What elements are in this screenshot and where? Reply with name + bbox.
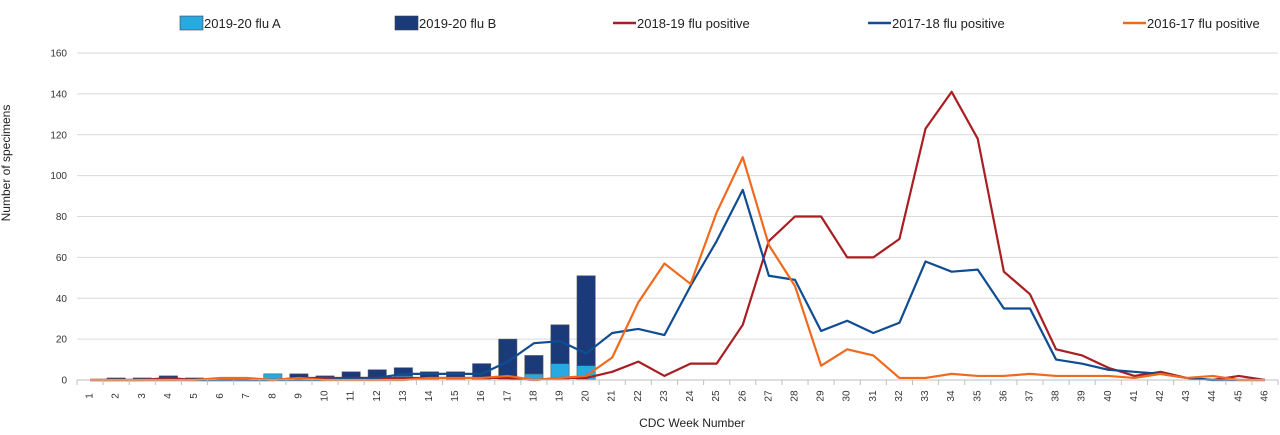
x-tick-label: 1 — [85, 393, 96, 399]
x-tick-label: 39 — [1077, 390, 1088, 402]
bar-flu-b — [393, 367, 413, 377]
x-tick-label: 10 — [320, 390, 331, 402]
y-tick-label: 80 — [56, 212, 68, 223]
x-axis-title: CDC Week Number — [639, 416, 745, 430]
x-tick-label: 33 — [920, 390, 931, 402]
x-tick-label: 29 — [816, 390, 827, 402]
x-tick-label: 18 — [528, 390, 539, 402]
x-tick-label: 32 — [894, 390, 905, 402]
x-tick-label: 37 — [1024, 390, 1035, 402]
gridlines — [77, 52, 1278, 340]
x-tick-label: 36 — [998, 390, 1009, 402]
y-tick-label: 60 — [56, 253, 68, 264]
bar-flu-b — [524, 355, 544, 375]
legend-label: 2019-20 flu B — [419, 16, 496, 31]
x-tick-label: 42 — [1155, 390, 1166, 402]
bar-flu-b — [550, 324, 570, 364]
x-tick-label: 17 — [502, 390, 513, 402]
legend-label: 2016-17 flu positive — [1147, 16, 1260, 31]
x-tick-label: 24 — [685, 390, 696, 402]
x-tick-label: 9 — [293, 393, 304, 399]
x-tick-label: 38 — [1051, 390, 1062, 402]
x-tick-label: 31 — [868, 390, 879, 402]
y-tick-label: 140 — [50, 89, 67, 100]
x-tick-label: 15 — [450, 390, 461, 402]
series-line-2 — [90, 156, 1265, 382]
x-tick-label: 8 — [267, 393, 278, 399]
x-tick-label: 40 — [1103, 390, 1114, 402]
y-tick-label: 0 — [61, 376, 67, 387]
x-tick-label: 46 — [1259, 390, 1270, 402]
x-tick-label: 5 — [189, 393, 200, 399]
x-tick-label: 25 — [711, 390, 722, 402]
legend-swatch — [179, 15, 204, 31]
x-tick-label: 12 — [372, 390, 383, 402]
x-tick-label: 20 — [581, 390, 592, 402]
x-tick-label: 3 — [137, 393, 148, 399]
x-tick-label: 27 — [763, 390, 774, 402]
legend: 2019-20 flu A 2019-20 flu B 2018-19 flu po… — [179, 15, 1260, 31]
x-tick-label: 19 — [555, 390, 566, 402]
legend-swatch — [394, 15, 419, 31]
x-tick-label: 22 — [633, 390, 644, 402]
x-tick-label: 30 — [842, 390, 853, 402]
x-tick-label: 26 — [737, 390, 748, 402]
y-tick-label: 160 — [50, 49, 67, 60]
legend-item: 2019-20 flu A — [179, 15, 281, 31]
x-tick-label: 23 — [659, 390, 670, 402]
legend-label: 2019-20 flu A — [204, 16, 281, 31]
y-tick-label: 40 — [56, 294, 68, 305]
x-tick-label: 14 — [424, 390, 435, 402]
y-tick-label: 20 — [56, 335, 68, 346]
y-axis-title: Number of specimens — [0, 105, 13, 222]
legend-label: 2018-19 flu positive — [637, 16, 750, 31]
x-tick-label: 43 — [1181, 390, 1192, 402]
y-tick-label: 100 — [50, 171, 67, 182]
bar-flu-b — [576, 275, 596, 366]
x-tick-label: 28 — [789, 390, 800, 402]
x-tick-label: 21 — [607, 390, 618, 402]
series-line-1 — [90, 188, 1265, 382]
legend-label: 2017-18 flu positive — [892, 16, 1005, 31]
x-tick-label: 2 — [111, 393, 122, 399]
bar-series — [106, 275, 596, 381]
legend-item: 2018-19 flu positive — [613, 16, 750, 31]
x-tick-label: 35 — [972, 390, 983, 402]
legend-item: 2017-18 flu positive — [868, 16, 1005, 31]
legend-item: 2019-20 flu B — [394, 15, 496, 31]
x-tick-label: 16 — [476, 390, 487, 402]
x-tick-label: 11 — [346, 390, 357, 401]
x-tick-label: 44 — [1207, 390, 1218, 402]
x-tick-label: 6 — [215, 393, 226, 399]
x-tick-label: 13 — [398, 390, 409, 402]
bar-flu-b — [498, 338, 518, 379]
x-tick-label: 45 — [1233, 390, 1244, 402]
x-tick-label: 4 — [163, 393, 174, 399]
x-tick-label: 41 — [1129, 390, 1140, 402]
y-tick-label: 120 — [50, 130, 67, 141]
x-tick-label: 34 — [946, 390, 957, 402]
legend-item: 2016-17 flu positive — [1123, 16, 1260, 31]
x-tick-label: 7 — [241, 393, 252, 399]
